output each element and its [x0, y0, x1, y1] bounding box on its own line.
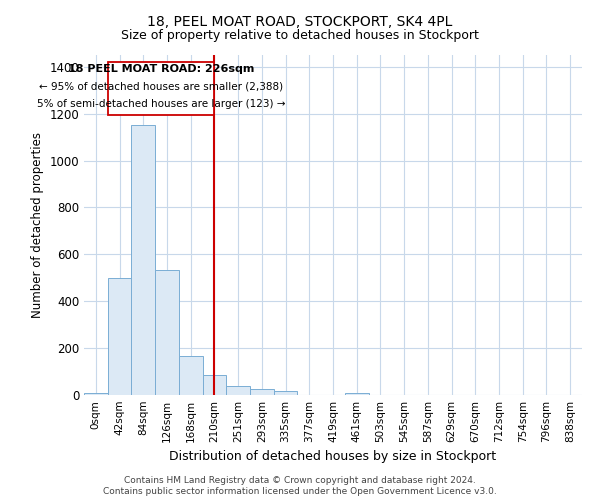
- Bar: [108, 278, 131, 395]
- Text: ← 95% of detached houses are smaller (2,388): ← 95% of detached houses are smaller (2,…: [39, 82, 283, 92]
- Text: 5% of semi-detached houses are larger (123) →: 5% of semi-detached houses are larger (1…: [37, 99, 286, 109]
- Bar: [84, 392, 108, 395]
- Text: Contains HM Land Registry data © Crown copyright and database right 2024.: Contains HM Land Registry data © Crown c…: [124, 476, 476, 485]
- Bar: [108, 62, 214, 115]
- Bar: [179, 356, 203, 395]
- Text: 18, PEEL MOAT ROAD, STOCKPORT, SK4 4PL: 18, PEEL MOAT ROAD, STOCKPORT, SK4 4PL: [148, 15, 452, 29]
- Y-axis label: Number of detached properties: Number of detached properties: [31, 132, 44, 318]
- Text: Contains public sector information licensed under the Open Government Licence v3: Contains public sector information licen…: [103, 488, 497, 496]
- Bar: [131, 126, 155, 395]
- Bar: [226, 386, 250, 395]
- X-axis label: Distribution of detached houses by size in Stockport: Distribution of detached houses by size …: [169, 450, 497, 464]
- Bar: [155, 270, 179, 395]
- Bar: [250, 389, 274, 395]
- Text: 18 PEEL MOAT ROAD: 226sqm: 18 PEEL MOAT ROAD: 226sqm: [68, 64, 254, 74]
- Text: Size of property relative to detached houses in Stockport: Size of property relative to detached ho…: [121, 29, 479, 42]
- Bar: [203, 375, 226, 395]
- Bar: [274, 392, 298, 395]
- Bar: [345, 392, 368, 395]
